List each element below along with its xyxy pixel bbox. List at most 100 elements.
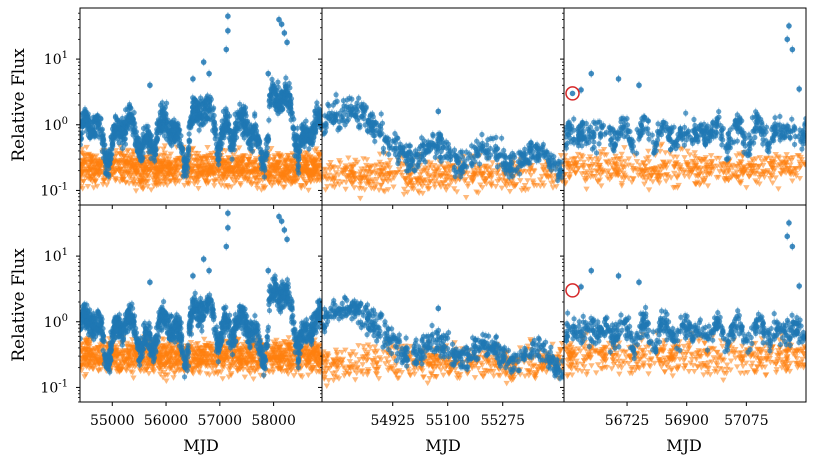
upper-limit-marker <box>277 171 284 177</box>
flare-point <box>284 39 290 46</box>
detection-point <box>308 132 314 138</box>
detection-point <box>333 92 339 98</box>
upper-limit-marker <box>365 164 372 171</box>
upper-limit-marker <box>346 176 353 182</box>
upper-limit-marker <box>119 174 127 180</box>
detection-point <box>220 108 227 114</box>
upper-limit-marker <box>285 171 292 177</box>
upper-limit-marker <box>150 183 158 189</box>
detection-point <box>102 158 108 164</box>
upper-limit-marker <box>421 167 428 173</box>
detection-point <box>185 165 191 171</box>
upper-limit-marker <box>476 166 484 172</box>
upper-limit-marker <box>198 156 205 162</box>
detection-point <box>102 142 108 148</box>
detection-point <box>161 133 168 139</box>
detection-point <box>207 107 213 113</box>
detection-point <box>158 102 164 108</box>
upper-limit-marker <box>350 185 358 191</box>
detection-point <box>185 147 192 154</box>
upper-limit-marker <box>167 151 175 158</box>
upper-limit-marker <box>225 155 232 161</box>
upper-limit-marker <box>120 166 127 173</box>
upper-limit-marker <box>211 183 218 189</box>
upper-limit-marker <box>527 172 535 179</box>
upper-limit-marker <box>442 187 450 194</box>
upper-limit-marker <box>161 156 168 163</box>
detection-point <box>102 154 108 160</box>
detection-point <box>80 142 83 148</box>
upper-limit-marker <box>300 153 307 160</box>
upper-limit-marker <box>236 180 244 187</box>
upper-limit-marker <box>83 144 90 151</box>
detection-point <box>217 146 223 152</box>
detection-point <box>162 110 168 116</box>
detection-point <box>216 156 222 163</box>
upper-limit-marker <box>286 167 293 173</box>
upper-limit-marker <box>419 183 426 190</box>
detection-point <box>230 141 236 147</box>
upper-limit-marker <box>137 180 144 186</box>
upper-limit-marker <box>304 170 311 177</box>
upper-limit-marker <box>84 183 92 190</box>
upper-limit-marker <box>191 178 199 185</box>
upper-limit-marker <box>230 152 237 159</box>
upper-limit-marker <box>81 154 89 160</box>
upper-limit-marker <box>311 148 319 154</box>
detection-point <box>233 120 239 126</box>
upper-limit-marker <box>425 180 432 187</box>
upper-limit-marker <box>203 181 210 187</box>
upper-limit-marker <box>269 180 276 186</box>
upper-limit-marker <box>302 160 309 167</box>
upper-limit-marker <box>132 171 140 177</box>
detection-point <box>297 137 303 143</box>
upper-limit-marker <box>284 175 292 181</box>
upper-limit-marker <box>358 185 365 192</box>
plot-area <box>80 12 806 390</box>
upper-limit-marker <box>379 168 386 174</box>
detection-point <box>273 97 279 103</box>
upper-limit-marker <box>176 164 184 171</box>
upper-limit-marker <box>269 157 277 164</box>
upper-limit-marker <box>256 172 263 178</box>
detection-point <box>128 114 134 120</box>
upper-limit-marker <box>241 153 249 159</box>
upper-limit-marker <box>373 162 381 168</box>
detection-point <box>182 172 188 178</box>
detection-point <box>234 114 240 121</box>
detections-top-full <box>80 73 322 181</box>
flare-point <box>200 59 207 65</box>
detection-point <box>119 140 126 146</box>
detection-point <box>188 124 194 131</box>
upper-limit-marker <box>281 158 289 165</box>
upper-limit-marker <box>87 165 94 171</box>
upper-limit-marker <box>312 167 319 174</box>
upper-limit-marker <box>298 185 305 192</box>
detection-point <box>202 98 208 105</box>
detection-point <box>147 148 153 155</box>
upper-limit-marker <box>305 187 312 194</box>
upper-limit-marker <box>524 178 531 184</box>
upper-limit-marker <box>553 184 560 190</box>
upper-limit-marker <box>395 167 403 173</box>
upper-limit-marker <box>426 162 434 168</box>
flare-point <box>225 13 231 20</box>
upper-limit-marker <box>245 161 252 168</box>
upper-limit-marker <box>211 170 219 177</box>
upper-limit-marker <box>271 162 278 169</box>
upper-limit-marker <box>222 148 229 154</box>
upper-limit-marker <box>488 183 495 190</box>
detection-point <box>261 174 268 180</box>
upper-limit-marker <box>84 169 92 176</box>
upper-limit-marker <box>334 178 342 185</box>
upper-limit-marker <box>195 171 202 177</box>
upper-limit-marker <box>204 166 211 172</box>
upper-limit-marker <box>335 172 343 178</box>
upper-limit-marker <box>469 178 476 184</box>
upper-limit-marker <box>446 164 453 171</box>
upper-limit-marker <box>211 165 218 171</box>
detection-point <box>214 152 220 158</box>
detection-point <box>117 126 124 132</box>
upper-limit-marker <box>89 158 97 165</box>
upper-limit-marker <box>300 164 307 170</box>
